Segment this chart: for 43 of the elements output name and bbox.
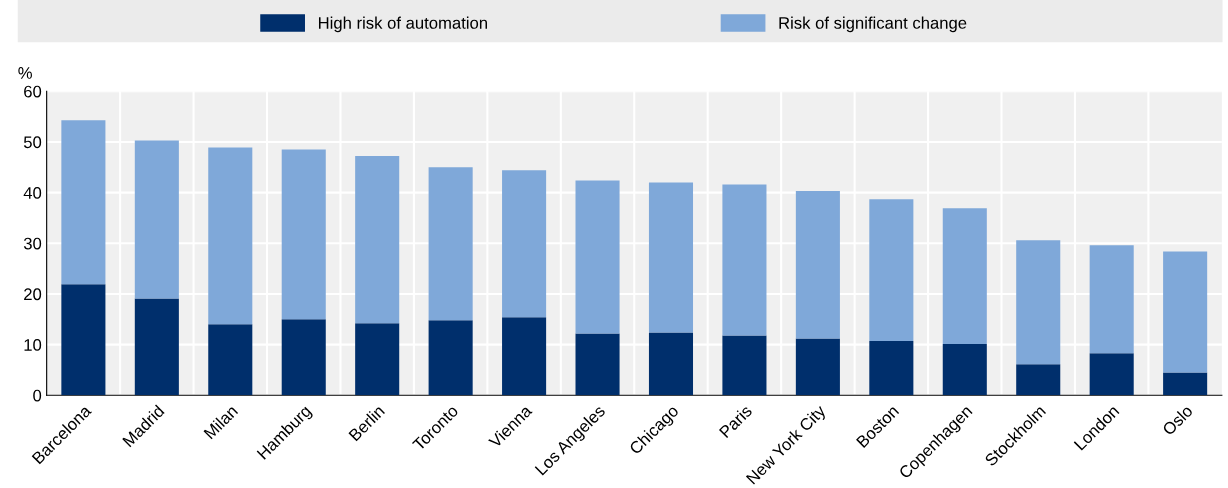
- bar: [502, 170, 547, 318]
- bar: [1163, 251, 1208, 373]
- bar: [428, 320, 473, 396]
- bar: [575, 333, 620, 396]
- y-tick-label: 10: [24, 339, 42, 351]
- bar: [1163, 372, 1208, 396]
- bar: [942, 344, 987, 396]
- bar: [795, 191, 840, 339]
- bar: [355, 156, 400, 324]
- bar: [648, 332, 694, 396]
- y-tick-label: 40: [23, 187, 42, 199]
- y-tick-label: 30: [23, 237, 42, 250]
- bar: [428, 167, 473, 321]
- bar: [502, 317, 547, 396]
- y-tick-label: 60: [24, 85, 42, 98]
- bar: [134, 298, 179, 396]
- legend-label: Risk of significant change: [779, 16, 967, 33]
- bar: [942, 208, 987, 345]
- bar: [869, 199, 914, 342]
- bar: [208, 147, 253, 325]
- y-tick-label: 0: [33, 389, 42, 402]
- bar: [1016, 364, 1061, 396]
- bar: [648, 182, 694, 333]
- bar: [795, 338, 840, 396]
- bar: [575, 180, 620, 334]
- bar: [281, 149, 326, 320]
- bar: [1016, 240, 1061, 365]
- bar: [355, 323, 400, 396]
- bar: [134, 140, 179, 299]
- bar: [869, 341, 914, 396]
- bar: [722, 335, 767, 396]
- y-tick-label: 20: [24, 288, 42, 301]
- bar: [61, 284, 106, 396]
- bar: [722, 184, 767, 336]
- bar: [281, 319, 326, 396]
- x-tick-label: Oslo: [1161, 404, 1194, 436]
- bar: [208, 324, 253, 396]
- bar: [1089, 353, 1134, 396]
- bar: [61, 120, 106, 285]
- legend-label: High risk of automation: [318, 16, 487, 33]
- y-tick-label: 50: [23, 136, 42, 149]
- y-axis-title: %: [18, 67, 32, 79]
- bar: [1089, 245, 1134, 354]
